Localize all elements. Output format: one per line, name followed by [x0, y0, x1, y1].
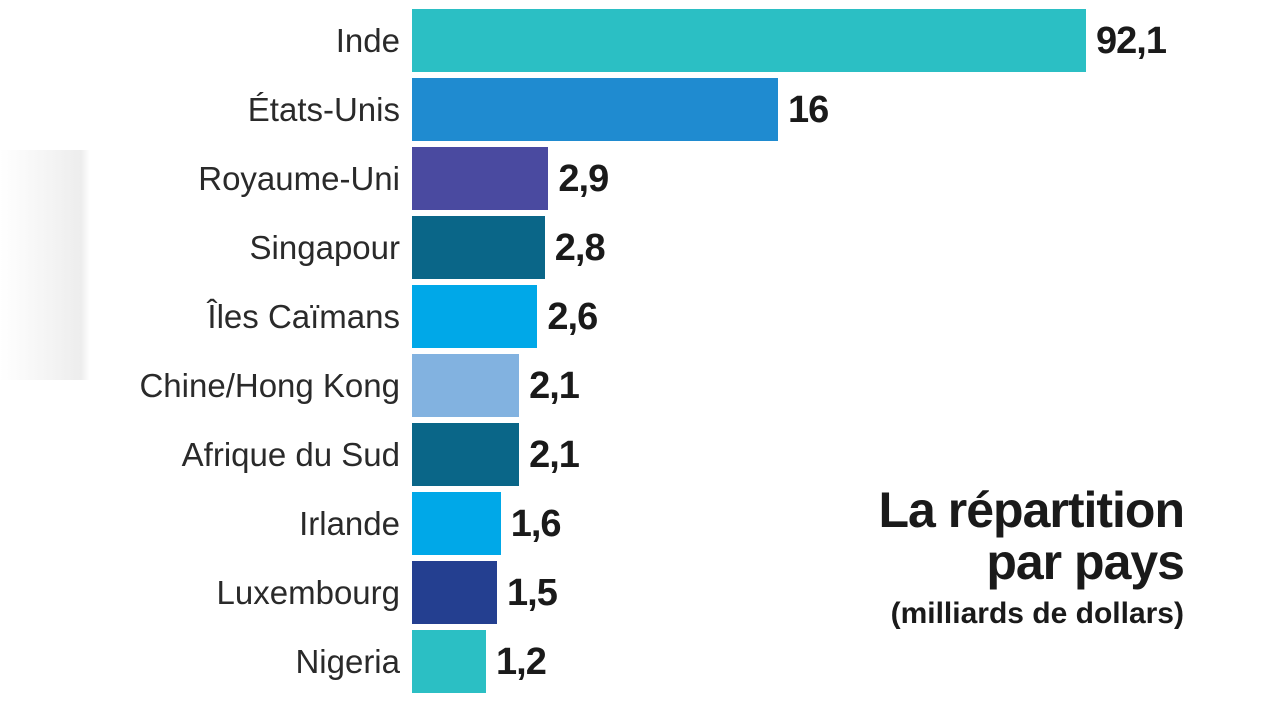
bar: [412, 561, 498, 624]
left-edge-shadow: [0, 150, 90, 380]
bar: [412, 78, 778, 141]
bar: [412, 285, 538, 348]
bar: [412, 9, 1086, 72]
category-label: Royaume-Uni: [198, 159, 400, 197]
value-label: 2,8: [554, 226, 606, 269]
bar: [412, 147, 549, 210]
bar: [412, 216, 545, 279]
category-label: Inde: [335, 21, 400, 59]
value-label: 2,1: [529, 433, 580, 476]
value-label: 1,6: [510, 502, 562, 545]
category-label: Singapour: [249, 228, 400, 266]
category-label: Luxembourg: [216, 573, 400, 611]
value-label: 92,1: [1096, 19, 1167, 62]
chart-title-line-1: La répartition: [878, 482, 1185, 538]
value-label: 2,1: [529, 364, 580, 407]
chart-subtitle: (milliards de dollars): [890, 597, 1184, 630]
bar: [412, 630, 487, 693]
value-label: 16: [788, 88, 829, 131]
value-label: 1,5: [507, 571, 558, 614]
chart-title-line-2: par pays: [986, 534, 1185, 590]
bar: [412, 423, 520, 486]
category-label: Nigeria: [295, 642, 400, 680]
title-block: La répartition par pays (milliards de do…: [878, 482, 1185, 634]
category-label: Chine/Hong Kong: [139, 366, 400, 404]
category-label: Irlande: [299, 504, 400, 542]
category-label: États-Unis: [247, 90, 400, 128]
value-label: 2,9: [558, 157, 609, 200]
category-label: Îles Caïmans: [207, 297, 400, 335]
category-label: Afrique du Sud: [181, 435, 400, 473]
value-label: 2,6: [547, 295, 598, 338]
bar: [412, 354, 520, 417]
value-label: 1,2: [496, 640, 547, 683]
bar: [412, 492, 501, 555]
